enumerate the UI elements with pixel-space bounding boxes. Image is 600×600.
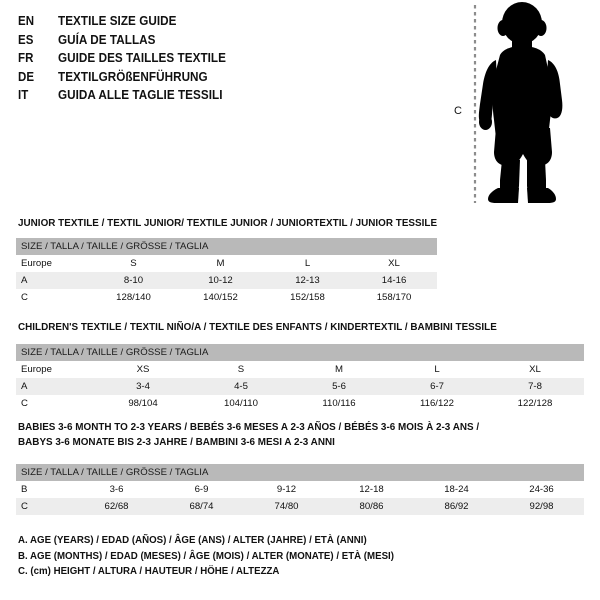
language-code-fr: FR [18, 51, 34, 65]
row-value: 158/170 [376, 292, 412, 303]
table-row: A 8-10 10-12 12-13 14-16 [16, 272, 438, 289]
babies-size-table: SIZE / TALLA / TAILLE / GRÖSSE / TAGLIA … [16, 464, 585, 515]
row-value: 12-13 [295, 275, 320, 286]
row-value: 6-7 [430, 381, 444, 392]
row-value: 14-16 [381, 275, 407, 286]
row-value: S [237, 364, 245, 375]
junior-section-heading: JUNIOR TEXTILE / TEXTIL JUNIOR/ TEXTILE … [18, 218, 438, 229]
row-value: 140/152 [203, 292, 238, 303]
babies-heading-line-2: BABYS 3-6 MONATE BIS 2-3 JAHRE / BAMBINI… [18, 436, 335, 448]
table-row: C 98/104 104/110 110/116 116/122 122/128 [16, 395, 585, 412]
footnote-legend: A. AGE (YEARS) / EDAD (AÑOS) / ÂGE (ANS)… [18, 533, 578, 580]
language-code-it: IT [18, 88, 29, 102]
language-row-de: DE TEXTILGRÖßENFÜHRUNG [18, 69, 318, 88]
children-table-header-label: SIZE / TALLA / TAILLE / GRÖSSE / TAGLIA [16, 344, 585, 361]
footnote-b: B. AGE (MONTHS) / EDAD (MESES) / ÂGE (MO… [18, 550, 394, 562]
table-header-row: SIZE / TALLA / TAILLE / GRÖSSE / TAGLIA [16, 238, 438, 255]
row-label: Europe [21, 364, 52, 375]
toddler-silhouette-icon [473, 2, 563, 203]
row-label: C [21, 501, 28, 512]
row-value: 62/68 [104, 501, 129, 512]
footnote-a: A. AGE (YEARS) / EDAD (AÑOS) / ÂGE (ANS)… [18, 535, 367, 546]
row-value: 3-4 [136, 381, 150, 392]
table-header-row: SIZE / TALLA / TAILLE / GRÖSSE / TAGLIA [16, 464, 585, 481]
row-label: C [21, 398, 28, 409]
row-value: 80/86 [359, 501, 384, 512]
language-title-en: TEXTILE SIZE GUIDE [58, 13, 177, 28]
language-code-de: DE [18, 69, 35, 84]
babies-section-heading: BABIES 3-6 MONTH TO 2-3 YEARS / BEBÉS 3-… [18, 421, 600, 450]
row-label: B [21, 484, 28, 495]
row-value: 24-36 [529, 484, 554, 495]
row-value: 128/140 [116, 292, 151, 303]
language-row-fr: FR GUIDE DES TAILLES TEXTILE [18, 50, 318, 69]
language-title-it: GUIDA ALLE TAGLIE TESSILI [58, 87, 223, 102]
row-value: 98/104 [128, 398, 158, 409]
language-row-es: ES GUÍA DE TALLAS [18, 32, 318, 51]
row-value: L [434, 364, 440, 375]
row-value: 68/74 [189, 501, 214, 512]
row-value: 92/98 [529, 501, 554, 512]
row-value: 18-24 [444, 484, 469, 495]
language-code-en: EN [18, 14, 35, 28]
row-value: 4-5 [234, 381, 248, 392]
row-value: XL [388, 258, 400, 269]
row-value: XS [136, 364, 150, 375]
row-value: 116/122 [420, 398, 454, 409]
babies-table-header-label: SIZE / TALLA / TAILLE / GRÖSSE / TAGLIA [16, 464, 585, 481]
row-value: 6-9 [194, 484, 209, 495]
row-value: 12-18 [359, 484, 384, 495]
row-label: A [21, 381, 28, 392]
junior-table-header-label: SIZE / TALLA / TAILLE / GRÖSSE / TAGLIA [16, 238, 438, 255]
row-value: XL [529, 364, 541, 375]
row-value: L [304, 258, 311, 269]
language-title-fr: GUIDE DES TAILLES TEXTILE [58, 50, 226, 65]
children-section-heading: CHILDREN'S TEXTILE / TEXTIL NIÑO/A / TEX… [18, 322, 497, 333]
table-header-row: SIZE / TALLA / TAILLE / GRÖSSE / TAGLIA [16, 344, 585, 361]
row-value: 152/158 [290, 292, 325, 303]
table-row: C 62/68 68/74 74/80 80/86 86/92 92/98 [16, 498, 585, 515]
height-measurement-figure: C [440, 0, 600, 210]
row-label: C [21, 292, 28, 303]
row-value: 7-8 [528, 381, 542, 392]
language-row-en: EN TEXTILE SIZE GUIDE [18, 13, 318, 32]
table-row: C 128/140 140/152 152/158 158/170 [16, 289, 438, 306]
table-row: B 3-6 6-9 9-12 12-18 18-24 24-36 [16, 481, 585, 498]
row-value: M [216, 258, 225, 269]
language-title-es: GUÍA DE TALLAS [58, 31, 156, 47]
measure-label-c: C [454, 105, 463, 117]
row-value: 74/80 [274, 501, 299, 512]
row-value: 5-6 [332, 381, 346, 392]
language-code-es: ES [18, 32, 34, 47]
row-value: 86/92 [444, 501, 469, 512]
footnote-c: C. (cm) HEIGHT / ALTURA / HAUTEUR / HÖHE… [18, 566, 280, 577]
row-value: 8-10 [123, 275, 144, 286]
language-title-de: TEXTILGRÖßENFÜHRUNG [58, 68, 208, 84]
table-row: A 3-4 4-5 5-6 6-7 7-8 [16, 378, 585, 395]
junior-size-table: SIZE / TALLA / TAILLE / GRÖSSE / TAGLIA … [16, 238, 438, 306]
row-value: 10-12 [208, 275, 233, 286]
row-value: M [335, 364, 343, 375]
babies-heading-line-1: BABIES 3-6 MONTH TO 2-3 YEARS / BEBÉS 3-… [18, 422, 480, 433]
row-value: S [130, 258, 137, 269]
row-value: 9-12 [276, 484, 297, 495]
language-title-block: EN TEXTILE SIZE GUIDE ES GUÍA DE TALLAS … [18, 13, 318, 106]
row-value: 110/116 [322, 398, 356, 409]
table-row: Europe XS S M L XL [16, 361, 585, 378]
row-label: Europe [21, 258, 52, 269]
row-value: 104/110 [224, 398, 258, 409]
toddler-body-shape [478, 2, 563, 203]
row-value: 3-6 [109, 484, 124, 495]
row-value: 122/128 [517, 398, 553, 409]
children-size-table: SIZE / TALLA / TAILLE / GRÖSSE / TAGLIA … [16, 344, 585, 412]
row-label: A [21, 275, 28, 286]
table-row: Europe S M L XL [16, 255, 438, 272]
language-row-it: IT GUIDA ALLE TAGLIE TESSILI [18, 87, 318, 106]
